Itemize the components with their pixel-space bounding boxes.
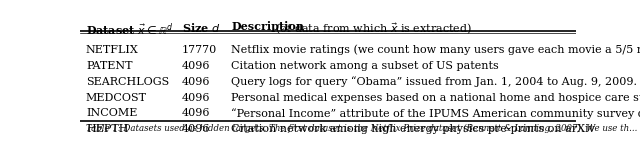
Text: Description: Description	[231, 21, 304, 32]
Text: Netflix movie ratings (we count how many users gave each movie a 5/5 rating): Netflix movie ratings (we count how many…	[231, 45, 640, 55]
Text: HEPTH: HEPTH	[86, 124, 129, 134]
Text: Citation network among high energy physics pre-prints on arXiv: Citation network among high energy physi…	[231, 124, 595, 134]
Text: 4096: 4096	[182, 77, 210, 87]
Text: 4096: 4096	[182, 61, 210, 71]
Text: Table 1: Datasets used as hidden targets. The first dataset is the Netflix Prize: Table 1: Datasets used as hidden targets…	[86, 123, 637, 133]
Text: 17770: 17770	[182, 45, 217, 55]
Text: (of data from which $\vec{x}$ is extracted): (of data from which $\vec{x}$ is extract…	[273, 21, 472, 37]
Text: NETFLIX: NETFLIX	[86, 45, 139, 55]
Text: Query logs for query “Obama” issued from Jan. 1, 2004 to Aug. 9, 2009.: Query logs for query “Obama” issued from…	[231, 77, 637, 88]
Text: 4096: 4096	[182, 108, 210, 118]
Text: “Personal Income” attribute of the IPUMS American community survey data: “Personal Income” attribute of the IPUMS…	[231, 108, 640, 119]
Text: Citation network among a subset of US patents: Citation network among a subset of US pa…	[231, 61, 499, 71]
Text: 4096: 4096	[182, 93, 210, 103]
Text: MEDCOST: MEDCOST	[86, 93, 147, 103]
Text: SEARCHLOGS: SEARCHLOGS	[86, 77, 169, 87]
Text: 4096: 4096	[182, 124, 210, 134]
Text: Size $d$: Size $d$	[182, 21, 220, 34]
Text: Dataset $\vec{x} \in \mathbb{R}^d$: Dataset $\vec{x} \in \mathbb{R}^d$	[86, 21, 173, 38]
Text: INCOME: INCOME	[86, 108, 138, 118]
Text: PATENT: PATENT	[86, 61, 132, 71]
Text: Personal medical expenses based on a national home and hospice care survey: Personal medical expenses based on a nat…	[231, 93, 640, 103]
